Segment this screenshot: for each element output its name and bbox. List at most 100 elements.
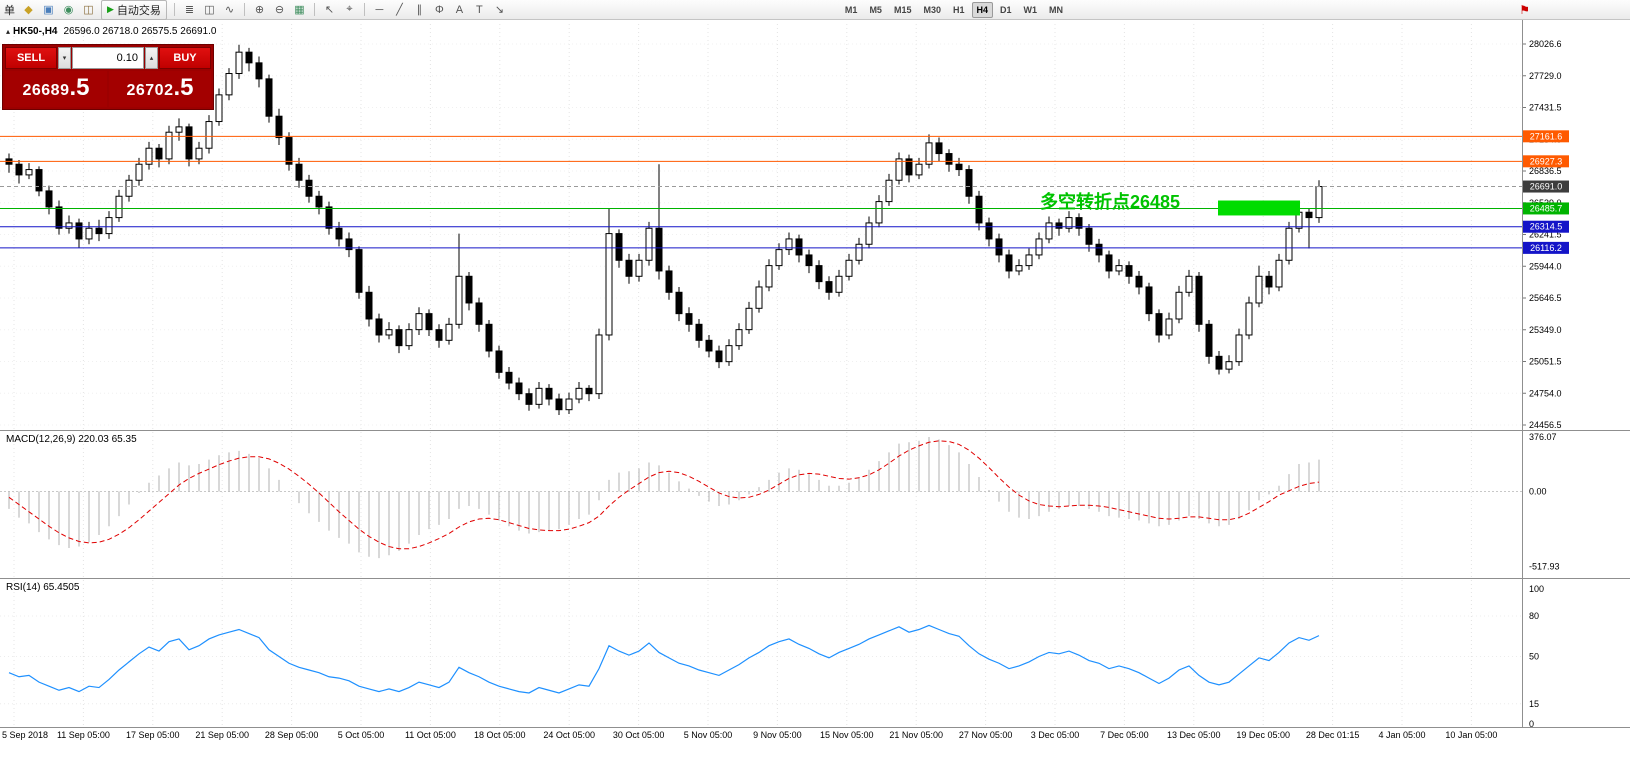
candle-body — [255, 62, 263, 80]
timeframe-m1-button[interactable]: M1 — [844, 4, 858, 15]
cursor-icon[interactable]: ↖ — [324, 4, 335, 16]
candle-body — [765, 265, 773, 288]
candle-body — [115, 195, 123, 219]
rsi-line[interactable] — [8, 624, 1320, 694]
time-axis-label: 5 Oct 05:00 — [338, 730, 385, 740]
timeframe-d1-button[interactable]: D1 — [1000, 4, 1012, 15]
chart-canvas[interactable]: 28026.627729.027431.527134.026836.526539… — [0, 20, 1630, 766]
candle-body — [655, 227, 663, 272]
zoom-in-icon[interactable]: ⊕ — [254, 4, 265, 16]
tile-windows-icon[interactable]: ▦ — [294, 4, 305, 16]
sell-button[interactable]: SELL — [5, 47, 57, 69]
channel-icon[interactable]: ∥ — [416, 4, 423, 16]
rsi-axis-label: 15 — [1529, 699, 1539, 709]
autotrade-button[interactable]: ▶ 自动交易 — [101, 0, 167, 20]
buy-button[interactable]: BUY — [159, 47, 211, 69]
line-chart-icon[interactable]: ∿ — [224, 4, 235, 16]
time-axis-label: 9 Nov 05:00 — [753, 730, 802, 740]
label-icon[interactable]: T — [476, 3, 483, 16]
candle-body — [325, 206, 333, 229]
text-icon[interactable]: A — [455, 3, 464, 16]
fibonacci-icon[interactable]: Φ — [435, 3, 444, 16]
candle-body — [215, 94, 223, 123]
candle-body — [1125, 265, 1133, 277]
price-axis-label: 25646.5 — [1529, 293, 1562, 303]
volume-increase-button[interactable]: ▴ — [145, 47, 158, 69]
price-level-label-box — [1523, 241, 1569, 254]
candle-body — [755, 286, 763, 309]
price-level-label: 26927.3 — [1530, 156, 1563, 166]
candle-body — [955, 163, 963, 171]
volume-input[interactable]: 0.10 — [72, 47, 144, 69]
candle-body — [1145, 286, 1153, 315]
timeframe-mn-button[interactable]: MN — [1049, 4, 1064, 15]
chart-pin-icon[interactable]: ⚑ — [1519, 2, 1530, 17]
candle-body — [1025, 254, 1033, 267]
candle-body — [405, 329, 413, 347]
time-axis-label: 28 Sep 05:00 — [265, 730, 319, 740]
pivot-annotation-text[interactable]: 多空转折点26485 — [1040, 192, 1181, 212]
volume-decrease-button[interactable]: ▾ — [58, 47, 71, 69]
timeframe-w1-button[interactable]: W1 — [1023, 4, 1038, 15]
candle-body — [475, 302, 483, 325]
price-axis-label: 25051.5 — [1529, 357, 1562, 367]
toolbar-separator — [173, 3, 175, 16]
rsi-axis-label: 100 — [1529, 584, 1544, 594]
history-center-icon[interactable]: ◫ — [83, 4, 94, 16]
candle-body — [225, 73, 233, 96]
order-menu-label[interactable]: 单 — [4, 4, 15, 17]
candle-body — [145, 147, 153, 165]
candle-body — [235, 51, 243, 75]
bar-chart-icon[interactable]: ≣ — [184, 4, 195, 16]
candle-body — [105, 217, 113, 235]
price-axis-label: 25944.0 — [1529, 261, 1562, 271]
candle-body — [995, 238, 1003, 256]
candle-body — [1185, 275, 1193, 293]
timeframe-m15-button[interactable]: M15 — [893, 4, 912, 15]
candle-body — [1115, 265, 1123, 272]
one-click-trade-panel: SELL ▾ 0.10 ▴ BUY 26689.5 26702.5 — [2, 44, 214, 110]
candle-body — [1015, 265, 1023, 272]
profile-icon[interactable]: ▣ — [43, 4, 54, 16]
price-axis-label: 26241.5 — [1529, 230, 1562, 240]
candle-body — [975, 195, 983, 224]
candle-body — [1005, 254, 1013, 272]
candle-body — [1285, 227, 1293, 261]
timeframe-m5-button[interactable]: M5 — [869, 4, 882, 15]
buy-price-display[interactable]: 26702.5 — [109, 71, 211, 107]
timeframe-m30-button[interactable]: M30 — [923, 4, 941, 15]
candlestick-chart-icon[interactable]: ◫ — [204, 4, 215, 16]
chart-symbol-period: HK50-,H4 — [13, 26, 58, 37]
candle-body — [555, 398, 563, 411]
candle-body — [835, 275, 843, 293]
price-level-label: 26116.2 — [1530, 243, 1562, 253]
arrow-tool-icon[interactable]: ↘ — [494, 4, 505, 16]
sell-price-display[interactable]: 26689.5 — [5, 71, 107, 107]
time-axis-label: 13 Dec 05:00 — [1167, 730, 1221, 740]
toolbar-separator — [313, 3, 315, 16]
zoom-out-icon[interactable]: ⊖ — [274, 4, 285, 16]
candle-body — [275, 115, 283, 139]
timeframe-h4-button[interactable]: H4 — [971, 1, 994, 18]
time-axis-label: 21 Sep 05:00 — [195, 730, 249, 740]
timeframe-h1-button[interactable]: H1 — [952, 4, 965, 15]
price-axis-label: 27729.0 — [1529, 71, 1562, 81]
time-axis-label: 21 Nov 05:00 — [889, 730, 943, 740]
horizontal-line-icon[interactable]: ─ — [375, 3, 384, 16]
candle-body — [1225, 361, 1233, 370]
candle-body — [345, 238, 353, 251]
trendline-icon[interactable]: ╱ — [396, 4, 403, 16]
time-axis-label: 5 Nov 05:00 — [684, 730, 733, 740]
candle-body — [1175, 291, 1183, 320]
time-axis-label: 18 Oct 05:00 — [474, 730, 526, 740]
globe-icon[interactable]: ◉ — [63, 4, 74, 16]
price-level-label-box — [1523, 130, 1569, 143]
candle-body — [925, 142, 933, 165]
candle-body — [1055, 222, 1063, 229]
candle-body — [1245, 302, 1253, 336]
candle-body — [315, 195, 323, 208]
crosshair-icon[interactable]: ⌖ — [346, 3, 353, 15]
highlight-bar[interactable] — [1218, 200, 1300, 216]
candle-body — [895, 158, 903, 181]
accounts-icon[interactable]: ◆ — [24, 4, 33, 16]
